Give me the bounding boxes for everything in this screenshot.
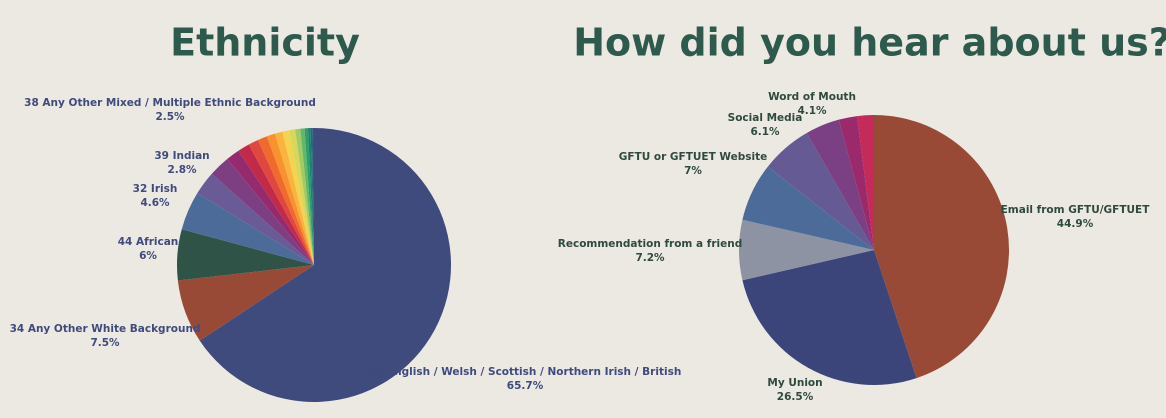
slice-label: 34 Any Other White Background xyxy=(10,323,201,335)
slice-value: 44.9% xyxy=(1057,218,1094,230)
pie-slice xyxy=(181,193,314,265)
slice-label: Social Media xyxy=(728,112,803,124)
pie-slice xyxy=(176,229,314,281)
pie-slice xyxy=(738,219,874,281)
slice-value: 6.1% xyxy=(750,126,780,138)
slice-label: 31 English / Welsh / Scottish / Northern… xyxy=(369,366,682,378)
pie-slice xyxy=(248,139,314,265)
slice-label: 38 Any Other Mixed / Multiple Ethnic Bac… xyxy=(24,97,316,109)
pie-slice xyxy=(742,166,874,250)
slice-label: Recommendation from a friend xyxy=(558,238,742,250)
pie-slice xyxy=(307,128,314,265)
pie-slice xyxy=(238,144,314,265)
pie-slice xyxy=(838,116,874,250)
chart-title: How did you hear about us? xyxy=(573,21,1166,65)
slice-label: 32 Irish xyxy=(133,183,178,195)
pie-slice xyxy=(767,132,874,250)
slice-value: 2.5% xyxy=(155,111,185,123)
slice-value: 26.5% xyxy=(777,391,814,403)
pie-slice xyxy=(282,130,314,265)
slice-value: 65.7% xyxy=(507,380,544,392)
slice-value: 7.2% xyxy=(635,252,665,264)
slice-value: 2.8% xyxy=(167,164,197,176)
slice-label: GFTU or GFTUET Website xyxy=(619,151,768,163)
pie-slice xyxy=(857,115,874,250)
slice-value: 6% xyxy=(139,250,157,262)
slice-label: Email from GFTU/GFTUET xyxy=(1001,204,1151,216)
pie-slice xyxy=(300,128,314,265)
pie-slice xyxy=(312,128,314,265)
pie-slice xyxy=(266,133,314,265)
pie-slice xyxy=(295,128,314,265)
pie-slice xyxy=(742,250,917,385)
slice-label: 39 Indian xyxy=(154,150,209,162)
slice-value: 4.6% xyxy=(140,197,170,209)
slice-label: Word of Mouth xyxy=(768,91,856,103)
slice-value: 7.5% xyxy=(90,337,120,349)
pie-slice xyxy=(258,136,314,265)
slice-value: 4.1% xyxy=(797,105,827,117)
pie-slice xyxy=(199,128,451,403)
pie-slice xyxy=(310,128,314,265)
pie-slice xyxy=(274,131,314,265)
pie-slice xyxy=(806,119,874,250)
slice-value: 7% xyxy=(684,165,702,177)
slice-label: My Union xyxy=(767,377,822,389)
pie-slice xyxy=(227,150,314,265)
pie-slice xyxy=(211,158,314,265)
pie-slice xyxy=(177,265,314,341)
pie-slice xyxy=(289,129,314,265)
pie-slice xyxy=(197,173,314,265)
chart-title: Ethnicity xyxy=(170,21,360,65)
pie-slice xyxy=(874,115,1010,379)
pie-slice xyxy=(304,128,314,265)
slice-label: 44 African xyxy=(118,236,179,248)
